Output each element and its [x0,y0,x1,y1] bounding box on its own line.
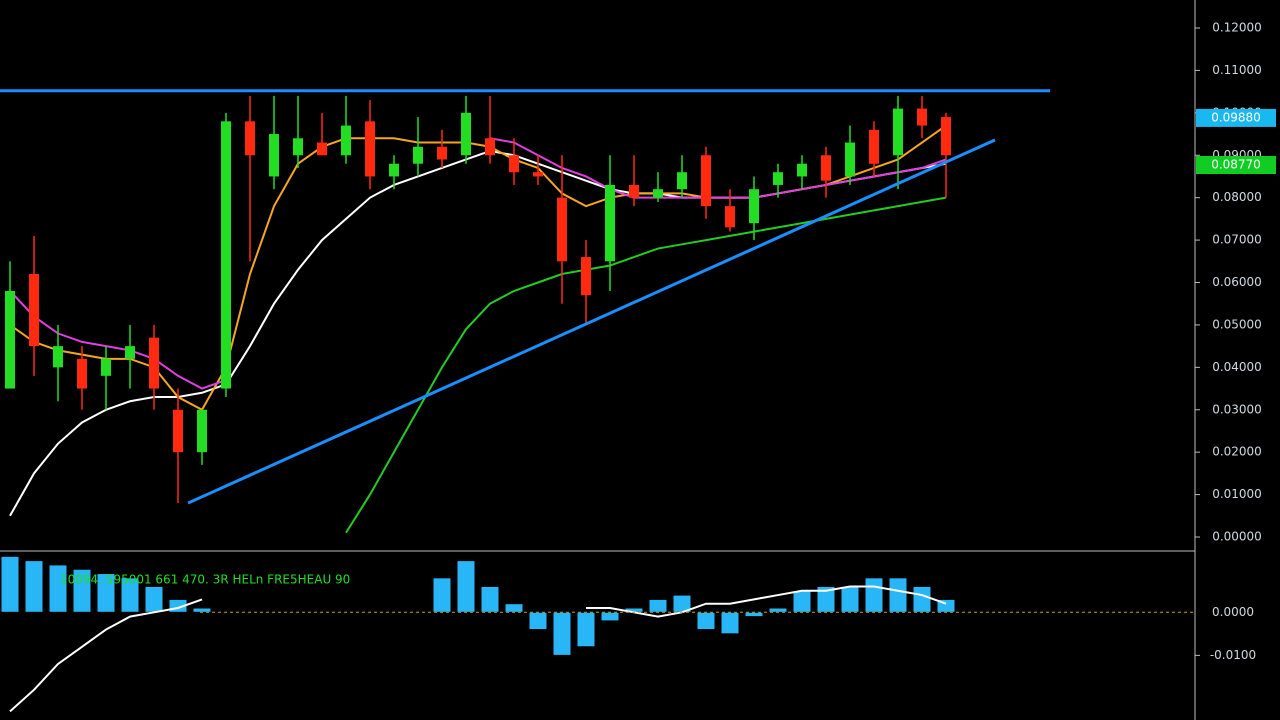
candle-body [677,172,687,190]
candle-body [533,172,543,177]
histogram-bar [432,577,452,613]
candle-body [413,146,423,164]
price-tag-label: 0.08770 [1211,158,1261,172]
histogram-bar [120,577,140,613]
price-tag [1196,108,1276,127]
candle-body [629,184,639,198]
candle-body [149,337,159,389]
histogram-bar [144,585,164,613]
histogram-bar [528,611,548,631]
candle-body [773,172,783,185]
histogram-bar [192,607,212,613]
candle-body [725,206,735,228]
price-tag [1196,156,1276,175]
histogram-bar [912,585,932,613]
signal-line [9,585,947,713]
histogram-bar [648,598,668,613]
y-tick-label: 0.11000 [1212,63,1262,77]
candle-body [749,189,759,224]
histogram-bar [24,560,44,613]
y-tick-label: 0.05000 [1212,317,1262,331]
candle-body [269,134,279,177]
osc-label: 10094. 595001 661 470. 3R HELn FRE5HEAU … [60,573,350,587]
histogram-bar [600,611,620,622]
histogram-bar [840,585,860,613]
candle-body [125,346,135,359]
candle-body [557,197,567,262]
histogram-bar [504,603,524,613]
histogram-bar [720,611,740,635]
histogram-bar [456,560,476,613]
histogram-bar [576,611,596,648]
candle-body [917,108,927,126]
candle-body [317,142,327,156]
osc-panel [0,555,956,713]
candle-body [221,121,231,389]
histogram-bar [696,611,716,631]
histogram-bar [864,577,884,613]
candle-body [701,155,711,207]
candle-body [797,163,807,177]
histogram-bar [792,590,812,613]
y-tick-label: 0.07000 [1212,233,1262,247]
price-tag-label: 0.09880 [1211,110,1261,124]
candle-body [341,125,351,156]
candle-body [365,121,375,177]
candle-body [893,108,903,156]
main-panel [0,89,1050,534]
candle-body [941,117,951,156]
y-tick-label: 0.00000 [1212,530,1262,544]
candle-body [173,409,183,453]
histogram-bar [888,577,908,613]
trendline [187,138,996,505]
histogram-bar [72,568,92,613]
moving-average [9,137,947,390]
y-tick-label: 0.08000 [1212,190,1262,204]
candle-body [437,146,447,160]
candle-body [461,112,471,156]
candle-body [821,155,831,181]
candle-body [845,142,855,177]
candle-body [5,290,15,389]
candle-body [389,163,399,177]
y-tick-label: 0.01000 [1212,487,1262,501]
y-tick-label: 0.04000 [1212,360,1262,374]
osc-tick-label: 0.0000 [1212,605,1254,619]
candle-body [293,138,303,156]
candle-body [197,409,207,453]
osc-tick-label: -0.0100 [1210,648,1256,662]
histogram-bar [480,585,500,613]
histogram-bar [744,611,764,618]
histogram-bar [48,564,68,613]
y-tick-label: 0.03000 [1212,402,1262,416]
y-tick-label: 0.02000 [1212,445,1262,459]
candle-body [485,138,495,156]
y-tick-label: 0.06000 [1212,275,1262,289]
histogram-bar [768,607,788,613]
histogram-bar [96,573,116,613]
histogram-bar [552,611,572,656]
candle-body [29,274,39,347]
candle-body [53,346,63,368]
histogram-bar [0,555,20,613]
candle-body [509,155,519,173]
y-tick-label: 0.12000 [1212,21,1262,35]
candle-body [77,358,87,389]
candle-body [101,358,111,376]
candle-body [245,121,255,156]
candle-body [581,257,591,296]
candle-body [605,184,615,262]
moving-average [345,196,947,534]
candle-body [653,189,663,198]
candle-body [869,129,879,164]
